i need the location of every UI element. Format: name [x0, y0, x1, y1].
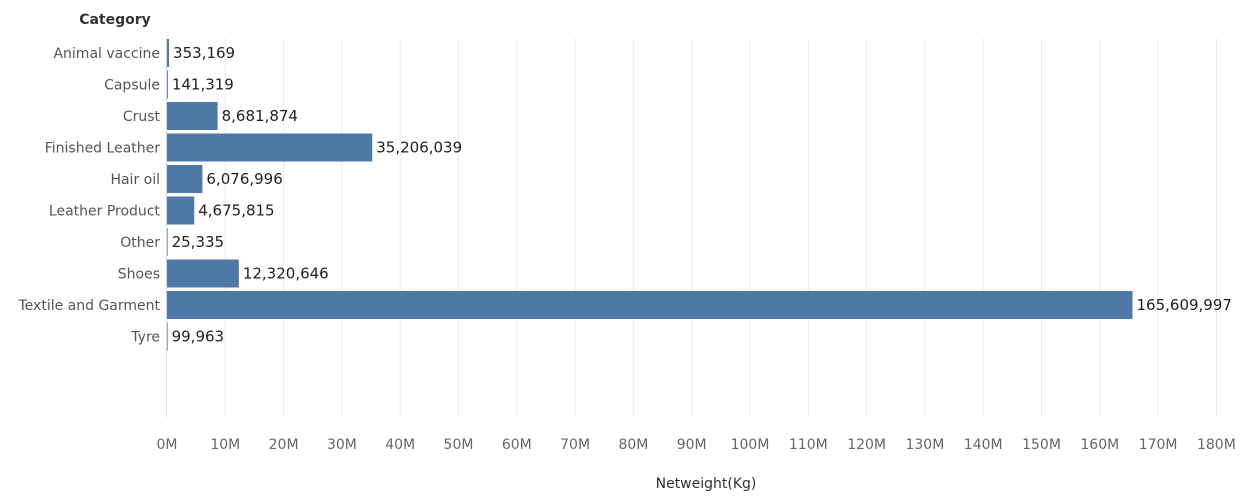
x-tick-label: 20M [269, 437, 299, 453]
value-label: 353,169 [173, 44, 235, 62]
x-tick-label: 150M [1022, 437, 1061, 453]
x-tick-label: 180M [1197, 437, 1236, 453]
x-tick-label: 130M [905, 437, 944, 453]
row-header: Category [79, 12, 151, 28]
x-tick-label: 110M [789, 437, 828, 453]
x-tick-label: 40M [385, 437, 415, 453]
value-label: 8,681,874 [222, 107, 298, 125]
category-label: Hair oil [110, 172, 160, 188]
bar [167, 102, 218, 130]
x-tick-label: 100M [731, 437, 770, 453]
category-label: Other [120, 235, 160, 251]
x-tick-label: 140M [964, 437, 1003, 453]
x-tick-label: 60M [502, 437, 532, 453]
category-label: Finished Leather [45, 141, 161, 157]
x-tick-label: 170M [1139, 437, 1178, 453]
value-label: 4,675,815 [198, 202, 274, 220]
value-label: 165,609,997 [1137, 296, 1232, 314]
x-tick-label: 70M [560, 437, 590, 453]
bar [167, 196, 195, 225]
x-tick-label: 30M [327, 437, 357, 453]
x-tick-label: 160M [1080, 437, 1119, 453]
bar [167, 228, 168, 256]
x-tick-label: 50M [444, 437, 474, 453]
category-label: Capsule [104, 78, 160, 94]
value-label: 12,320,646 [243, 265, 329, 283]
value-label: 141,319 [172, 76, 234, 94]
category-labels: Animal vaccine Capsule Crust Finished Leath… [18, 46, 161, 346]
bar [167, 259, 239, 288]
x-tick-label: 0M [157, 437, 178, 453]
category-label: Textile and Garment [18, 298, 161, 314]
x-tick-label: 80M [618, 437, 648, 453]
gridlines [166, 38, 1217, 417]
x-axis-title: Netweight(Kg) [656, 476, 757, 492]
bar [167, 291, 1133, 319]
category-label: Animal vaccine [53, 46, 160, 62]
category-label: Shoes [118, 267, 160, 283]
value-label: 25,335 [172, 233, 225, 251]
bars [167, 39, 1133, 351]
x-tick-label: 10M [210, 437, 240, 453]
category-label: Crust [123, 109, 161, 125]
x-tick-label: 120M [847, 437, 886, 453]
bar [167, 322, 168, 351]
value-label: 35,206,039 [376, 139, 462, 157]
x-axis-ticks: 0M 10M 20M 30M 40M 50M 60M 70M 80M 90M 100M 110M 120… [157, 437, 1236, 453]
value-label: 6,076,996 [206, 170, 282, 188]
bar [167, 39, 170, 67]
value-label: 99,963 [172, 328, 225, 346]
bar [167, 165, 203, 193]
value-labels: 353,169 141,319 8,681,874 35,206,039 6,076,9… [172, 44, 1232, 346]
bar [167, 70, 168, 99]
category-label: Leather Product [49, 204, 161, 220]
x-tick-label: 90M [677, 437, 707, 453]
category-label: Tyre [130, 330, 160, 346]
bar [167, 133, 373, 162]
